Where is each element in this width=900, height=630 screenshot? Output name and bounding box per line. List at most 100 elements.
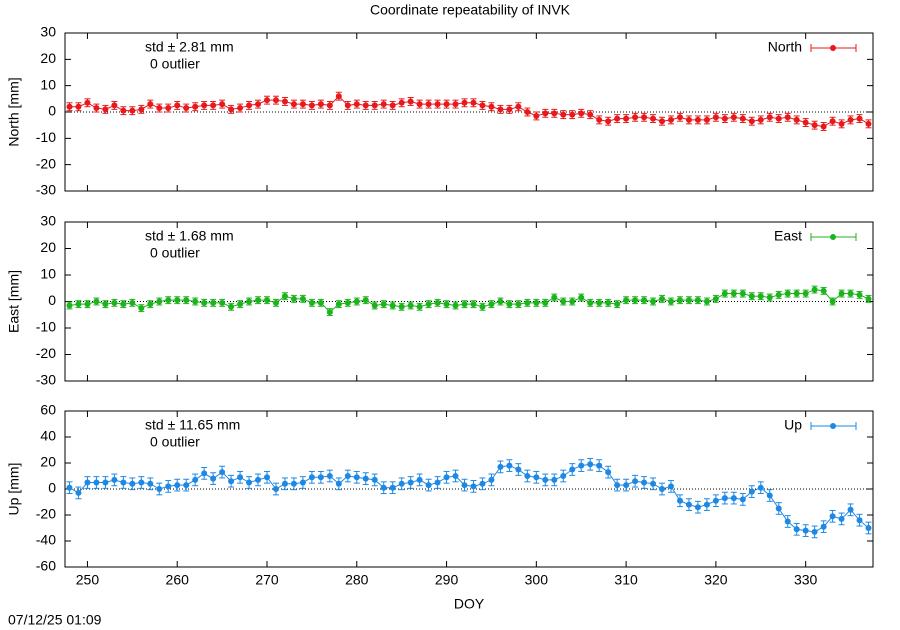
y-tick-label: -20	[36, 506, 56, 522]
point	[407, 302, 414, 309]
point	[802, 119, 809, 126]
point	[425, 301, 432, 308]
point	[129, 107, 136, 114]
point	[847, 506, 854, 513]
point	[685, 116, 692, 123]
point	[380, 301, 387, 308]
point	[120, 301, 127, 308]
point	[344, 299, 351, 306]
point	[129, 480, 136, 487]
point	[120, 107, 127, 114]
series-line	[69, 289, 869, 313]
point	[102, 479, 109, 486]
legend-label: Up	[784, 417, 802, 433]
point	[75, 103, 82, 110]
point	[84, 301, 91, 308]
point	[183, 105, 190, 112]
point	[174, 297, 181, 304]
point	[290, 295, 297, 302]
point	[183, 482, 190, 489]
point	[703, 298, 710, 305]
point	[84, 99, 91, 106]
point	[614, 482, 621, 489]
point	[856, 291, 863, 298]
legend-point	[830, 423, 836, 429]
point	[569, 298, 576, 305]
point	[156, 486, 163, 492]
point	[632, 297, 639, 304]
point	[84, 479, 91, 486]
point	[308, 299, 315, 306]
annotation: std ± 1.68 mm	[145, 228, 234, 244]
point	[811, 122, 818, 129]
series-line	[69, 95, 869, 128]
point	[219, 299, 226, 306]
point	[793, 526, 800, 533]
point	[66, 103, 73, 110]
y-tick-label: 20	[40, 239, 56, 255]
point	[326, 102, 333, 109]
point	[730, 495, 737, 502]
point	[488, 103, 495, 110]
point	[398, 480, 405, 487]
point	[210, 299, 217, 306]
point	[290, 101, 297, 108]
point	[865, 120, 872, 127]
point	[75, 301, 82, 308]
point	[721, 290, 728, 297]
point	[641, 297, 648, 304]
point	[659, 295, 666, 302]
point	[344, 102, 351, 109]
point	[524, 109, 531, 115]
point	[623, 482, 630, 489]
point	[659, 486, 666, 492]
point	[147, 301, 154, 308]
x-tick-label: 270	[255, 572, 279, 588]
point	[587, 299, 594, 306]
point	[820, 123, 827, 130]
point	[650, 298, 657, 305]
point	[75, 489, 82, 496]
point	[605, 469, 612, 476]
x-axis-label: DOY	[454, 596, 485, 612]
point	[784, 290, 791, 297]
point	[129, 299, 136, 306]
point	[264, 474, 270, 481]
point	[93, 105, 100, 112]
point	[434, 101, 441, 108]
point	[784, 518, 791, 525]
point	[596, 462, 603, 469]
point	[712, 295, 719, 302]
timestamp: 07/12/25 01:09	[8, 612, 102, 628]
point	[165, 105, 172, 112]
point	[299, 295, 306, 302]
point	[569, 111, 576, 118]
y-tick-label: 10	[40, 266, 56, 282]
point	[775, 291, 782, 298]
point	[524, 473, 531, 479]
point	[811, 286, 818, 293]
annotation: std ± 11.65 mm	[145, 417, 240, 433]
point	[362, 475, 369, 482]
point	[326, 309, 333, 316]
point	[165, 297, 172, 304]
point	[641, 479, 648, 486]
point	[299, 101, 306, 108]
point	[219, 469, 226, 476]
y-tick-label: -40	[36, 532, 56, 548]
point	[398, 303, 405, 310]
point	[335, 93, 342, 100]
point	[443, 474, 450, 481]
point	[407, 479, 414, 486]
point	[748, 118, 755, 125]
point	[515, 103, 522, 110]
point	[596, 299, 603, 306]
point	[389, 302, 396, 309]
point	[847, 290, 854, 297]
point	[443, 101, 450, 108]
point	[847, 116, 854, 123]
point	[353, 101, 360, 108]
point	[623, 297, 630, 304]
point	[820, 287, 827, 294]
point	[578, 462, 585, 469]
